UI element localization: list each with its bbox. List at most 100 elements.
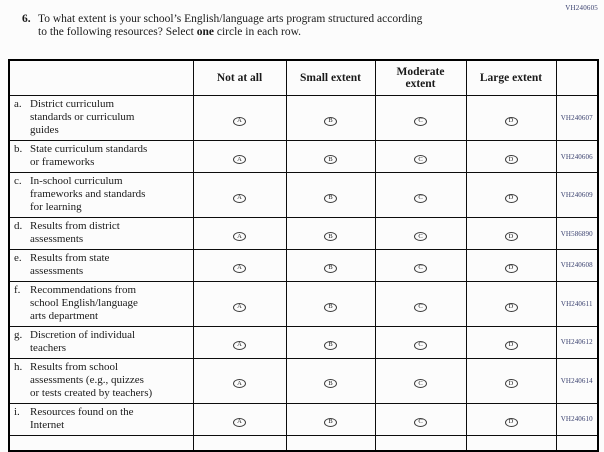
bubble-not-at-all[interactable]: A — [233, 155, 246, 165]
bubble-large-extent[interactable]: D — [504, 302, 518, 312]
option-cell: B — [285, 217, 376, 250]
table-row-e: e. Results from state assessments A B C D… — [8, 248, 599, 282]
bubble-moderate-extent[interactable]: C — [414, 155, 427, 165]
item-code: VH240607 — [555, 95, 599, 142]
option-cell: C — [374, 402, 467, 436]
option-cell: D — [465, 325, 557, 359]
item-code: VH240609 — [555, 172, 599, 219]
bubble-large-extent[interactable]: D — [504, 264, 518, 274]
bubble-not-at-all[interactable]: A — [233, 264, 246, 274]
form-code: VH240605 — [565, 4, 598, 12]
row-label-cell: d. Results from district assessments — [8, 217, 194, 250]
option-cell: A — [192, 357, 287, 404]
option-cell: C — [374, 357, 467, 404]
bubble-not-at-all[interactable]: A — [233, 341, 246, 351]
bubble-large-extent[interactable]: D — [504, 379, 518, 389]
option-cell: A — [192, 172, 287, 219]
option-cell: D — [465, 248, 557, 282]
bubble-not-at-all[interactable]: A — [233, 417, 246, 427]
bubble-moderate-extent[interactable]: C — [414, 116, 427, 126]
row-label-cell: c. In-school curriculum frameworks and st… — [8, 172, 194, 219]
item-code: VH586890 — [555, 217, 599, 250]
option-cell: D — [465, 280, 557, 327]
cutoff-cell — [285, 434, 376, 451]
table-row-f: f. Recommendations from school English/la… — [8, 280, 599, 327]
row-label-cell: i. Resources found on the Internet — [8, 402, 194, 436]
bubble-not-at-all[interactable]: A — [233, 232, 246, 242]
bubble-large-extent[interactable]: D — [504, 341, 518, 351]
bubble-large-extent[interactable]: D — [504, 193, 518, 203]
cutoff-cell — [8, 434, 194, 451]
option-cell: B — [285, 325, 376, 359]
table-row-a: a. District curriculum standards or curri… — [8, 95, 599, 142]
table-row-d: d. Results from district assessments A B … — [8, 217, 599, 250]
bubble-large-extent[interactable]: D — [504, 417, 518, 427]
option-cell: B — [285, 248, 376, 282]
row-label-cell: b. State curriculum standards or framewor… — [8, 140, 194, 174]
bubble-moderate-extent[interactable]: C — [414, 232, 427, 242]
question-number: 6. — [22, 13, 31, 25]
cutoff-cell — [555, 434, 599, 451]
bubble-moderate-extent[interactable]: C — [414, 379, 427, 389]
row-label-cell: h. Results from school assessments (e.g.,… — [8, 357, 194, 404]
bubble-small-extent[interactable]: B — [324, 379, 337, 389]
question-bold-word: one — [196, 25, 214, 38]
bubble-large-extent[interactable]: D — [504, 232, 518, 242]
bubble-not-at-all[interactable]: A — [233, 116, 246, 126]
option-cell: B — [285, 140, 376, 174]
row-label-cell: e. Results from state assessments — [8, 248, 194, 282]
table-row-cutoff — [8, 434, 599, 451]
bubble-large-extent[interactable]: D — [504, 116, 518, 126]
column-header-small-extent: Small extent — [285, 59, 376, 97]
bubble-small-extent[interactable]: B — [324, 302, 337, 312]
bubble-small-extent[interactable]: B — [324, 341, 337, 351]
option-cell: D — [465, 357, 557, 404]
bubble-moderate-extent[interactable]: C — [414, 264, 427, 274]
bubble-not-at-all[interactable]: A — [233, 193, 246, 203]
option-cell: A — [192, 217, 287, 250]
table-row-h: h. Results from school assessments (e.g.,… — [8, 357, 599, 404]
bubble-small-extent[interactable]: B — [324, 193, 337, 203]
option-cell: A — [192, 95, 287, 142]
option-cell: A — [192, 325, 287, 359]
item-code: VH240614 — [555, 357, 599, 404]
table-row-c: c. In-school curriculum frameworks and st… — [8, 172, 599, 219]
question-text: To what extent is your school’s English/… — [38, 13, 423, 38]
table-row-i: i. Resources found on the Internet A B C … — [8, 402, 599, 436]
bubble-moderate-extent[interactable]: C — [414, 341, 427, 351]
table-row-b: b. State curriculum standards or framewor… — [8, 140, 599, 174]
option-cell: B — [285, 172, 376, 219]
question-block: 6. To what extent is your school’s Engli… — [0, 0, 604, 38]
row-label-cell: f. Recommendations from school English/la… — [8, 280, 194, 327]
bubble-moderate-extent[interactable]: C — [414, 302, 427, 312]
response-matrix-table: Not at all Small extent Moderate extent … — [8, 59, 599, 452]
bubble-large-extent[interactable]: D — [504, 155, 518, 165]
bubble-not-at-all[interactable]: A — [233, 379, 246, 389]
bubble-small-extent[interactable]: B — [324, 264, 337, 274]
item-code: VH240612 — [555, 325, 599, 359]
bubble-small-extent[interactable]: B — [324, 155, 337, 165]
option-cell: C — [374, 217, 467, 250]
bubble-small-extent[interactable]: B — [324, 232, 337, 242]
option-cell: B — [285, 357, 376, 404]
option-cell: C — [374, 172, 467, 219]
option-cell: C — [374, 280, 467, 327]
header-row: Not at all Small extent Moderate extent … — [8, 59, 599, 97]
bubble-moderate-extent[interactable]: C — [414, 417, 427, 427]
option-cell: C — [374, 140, 467, 174]
row-label-cell: a. District curriculum standards or curri… — [8, 95, 194, 142]
option-cell: A — [192, 280, 287, 327]
column-header-moderate-extent: Moderate extent — [374, 59, 467, 97]
cutoff-cell — [465, 434, 557, 451]
bubble-not-at-all[interactable]: A — [233, 302, 246, 312]
item-code: VH240606 — [555, 140, 599, 174]
option-cell: A — [192, 140, 287, 174]
corner-cell — [8, 59, 194, 97]
bubble-small-extent[interactable]: B — [324, 417, 337, 427]
option-cell: C — [374, 248, 467, 282]
bubble-small-extent[interactable]: B — [324, 116, 337, 126]
item-code: VH240611 — [555, 280, 599, 327]
cutoff-cell — [374, 434, 467, 451]
bubble-moderate-extent[interactable]: C — [414, 193, 427, 203]
item-code: VH240610 — [555, 402, 599, 436]
